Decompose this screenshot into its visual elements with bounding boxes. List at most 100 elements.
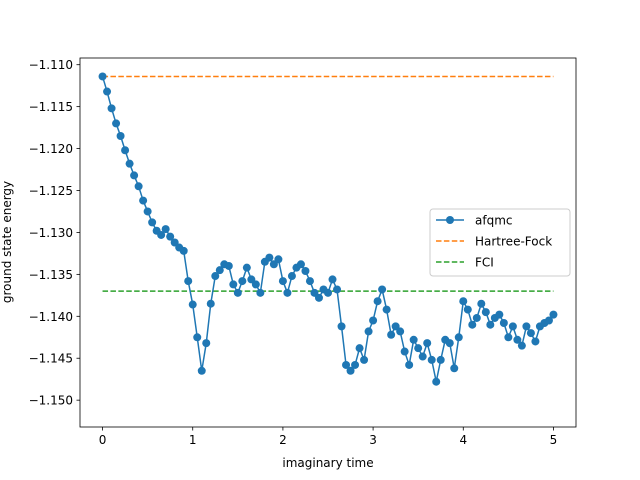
data-point-afqmc — [522, 322, 531, 331]
data-point-afqmc — [477, 299, 486, 308]
x-tick-label: 4 — [459, 433, 467, 447]
data-point-afqmc — [193, 333, 202, 342]
data-point-afqmc — [328, 275, 337, 284]
data-point-afqmc — [364, 327, 373, 336]
data-point-afqmc — [351, 360, 360, 369]
data-point-afqmc — [481, 308, 490, 317]
data-point-afqmc — [369, 316, 378, 325]
data-point-afqmc — [238, 277, 247, 286]
data-point-afqmc — [184, 277, 193, 286]
data-point-afqmc — [202, 339, 211, 348]
data-point-afqmc — [513, 335, 522, 344]
data-point-afqmc — [283, 288, 292, 297]
axes: 0 1 2 3 4 5 −1.110 −1.115 −1.120 −1.125 −1.130 −1.1… — [29, 57, 577, 447]
data-point-afqmc — [139, 196, 148, 205]
y-tick-label: −1.110 — [29, 58, 73, 72]
data-point-afqmc — [414, 344, 423, 353]
data-point-afqmc — [409, 335, 418, 344]
y-tick-label: −1.145 — [29, 352, 73, 366]
legend-label-afqmc: afqmc — [475, 214, 512, 228]
data-point-afqmc — [274, 255, 283, 264]
y-axis-label: ground state energy — [0, 181, 14, 303]
x-axis-label: imaginary time — [282, 456, 373, 470]
data-point-afqmc — [305, 277, 314, 286]
data-point-afqmc — [112, 119, 121, 128]
data-point-afqmc — [544, 316, 553, 325]
legend-label-fci: FCI — [475, 256, 494, 270]
data-point-afqmc — [98, 72, 107, 81]
data-point-afqmc — [360, 355, 369, 364]
data-point-afqmc — [396, 327, 405, 336]
data-point-afqmc — [373, 297, 382, 306]
data-point-afqmc — [265, 253, 274, 262]
data-point-afqmc — [468, 320, 477, 329]
data-point-afqmc — [242, 263, 251, 272]
data-point-afqmc — [229, 280, 238, 289]
data-point-afqmc — [116, 131, 125, 140]
y-tick-label: −1.140 — [29, 310, 73, 324]
data-point-afqmc — [125, 159, 134, 168]
plot-area — [98, 72, 558, 386]
data-point-afqmc — [355, 344, 364, 353]
axes-frame — [79, 57, 577, 428]
legend-label-hartree-fock: Hartree-Fock — [475, 235, 552, 249]
y-tick-label: −1.130 — [29, 226, 73, 240]
data-point-afqmc — [157, 230, 166, 239]
data-point-afqmc — [278, 277, 287, 286]
legend: afqmc Hartree-Fock FCI — [429, 208, 571, 277]
data-point-afqmc — [432, 377, 441, 386]
data-point-afqmc — [188, 300, 197, 309]
data-point-afqmc — [445, 339, 454, 348]
data-point-afqmc — [296, 260, 305, 269]
x-tick-label: 5 — [550, 433, 558, 447]
data-point-afqmc — [459, 297, 468, 306]
data-point-afqmc — [256, 288, 265, 297]
data-point-afqmc — [233, 288, 242, 297]
data-point-afqmc — [161, 225, 170, 234]
data-point-afqmc — [382, 305, 391, 314]
data-point-afqmc — [148, 218, 157, 227]
data-point-afqmc — [504, 333, 513, 342]
x-tick-label: 3 — [369, 433, 377, 447]
data-point-afqmc — [517, 341, 526, 350]
data-point-afqmc — [179, 246, 188, 255]
legend-marker-afqmc — [446, 216, 454, 224]
data-point-afqmc — [121, 146, 130, 155]
data-point-afqmc — [436, 355, 445, 364]
data-point-afqmc — [549, 310, 558, 319]
y-tick-label: −1.125 — [29, 184, 73, 198]
data-point-afqmc — [224, 261, 233, 270]
data-point-afqmc — [387, 330, 396, 339]
data-point-afqmc — [495, 310, 504, 319]
legend-box — [429, 208, 571, 277]
data-point-afqmc — [301, 267, 310, 276]
data-point-afqmc — [333, 285, 342, 294]
data-point-afqmc — [472, 313, 481, 322]
y-tick-label: −1.115 — [29, 100, 73, 114]
data-point-afqmc — [337, 322, 346, 331]
data-point-afqmc — [206, 299, 215, 308]
data-point-afqmc — [215, 266, 224, 275]
data-point-afqmc — [287, 272, 296, 281]
data-point-afqmc — [314, 293, 323, 302]
data-point-afqmc — [378, 285, 387, 294]
data-point-afqmc — [486, 320, 495, 329]
x-tick-label: 2 — [279, 433, 287, 447]
data-point-afqmc — [423, 339, 432, 348]
data-point-afqmc — [418, 352, 427, 361]
data-point-afqmc — [454, 333, 463, 342]
data-point-afqmc — [526, 329, 535, 338]
data-point-afqmc — [508, 322, 517, 331]
data-point-afqmc — [251, 280, 260, 289]
x-tick-label: 0 — [99, 433, 107, 447]
data-point-afqmc — [197, 366, 206, 375]
x-tick-label: 1 — [189, 433, 197, 447]
data-point-afqmc — [324, 288, 332, 297]
data-point-afqmc — [211, 272, 220, 281]
data-point-afqmc — [346, 366, 355, 375]
data-point-afqmc — [107, 104, 116, 113]
data-point-afqmc — [103, 87, 112, 96]
data-point-afqmc — [166, 232, 175, 241]
data-point-afqmc — [405, 360, 414, 369]
